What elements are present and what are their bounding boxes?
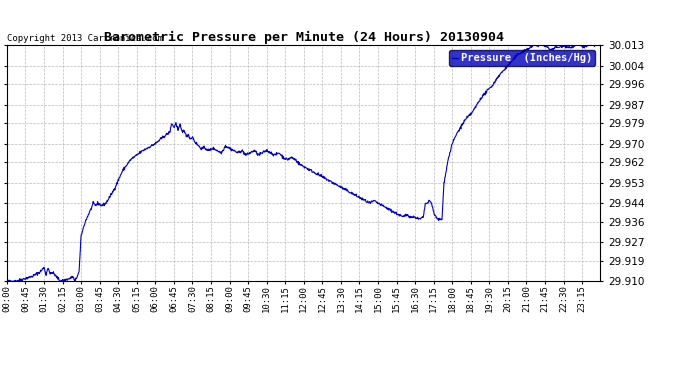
Text: Copyright 2013 Cartronics.com: Copyright 2013 Cartronics.com bbox=[7, 34, 163, 43]
Legend: Pressure  (Inches/Hg): Pressure (Inches/Hg) bbox=[449, 50, 595, 66]
Title: Barometric Pressure per Minute (24 Hours) 20130904: Barometric Pressure per Minute (24 Hours… bbox=[104, 31, 504, 44]
